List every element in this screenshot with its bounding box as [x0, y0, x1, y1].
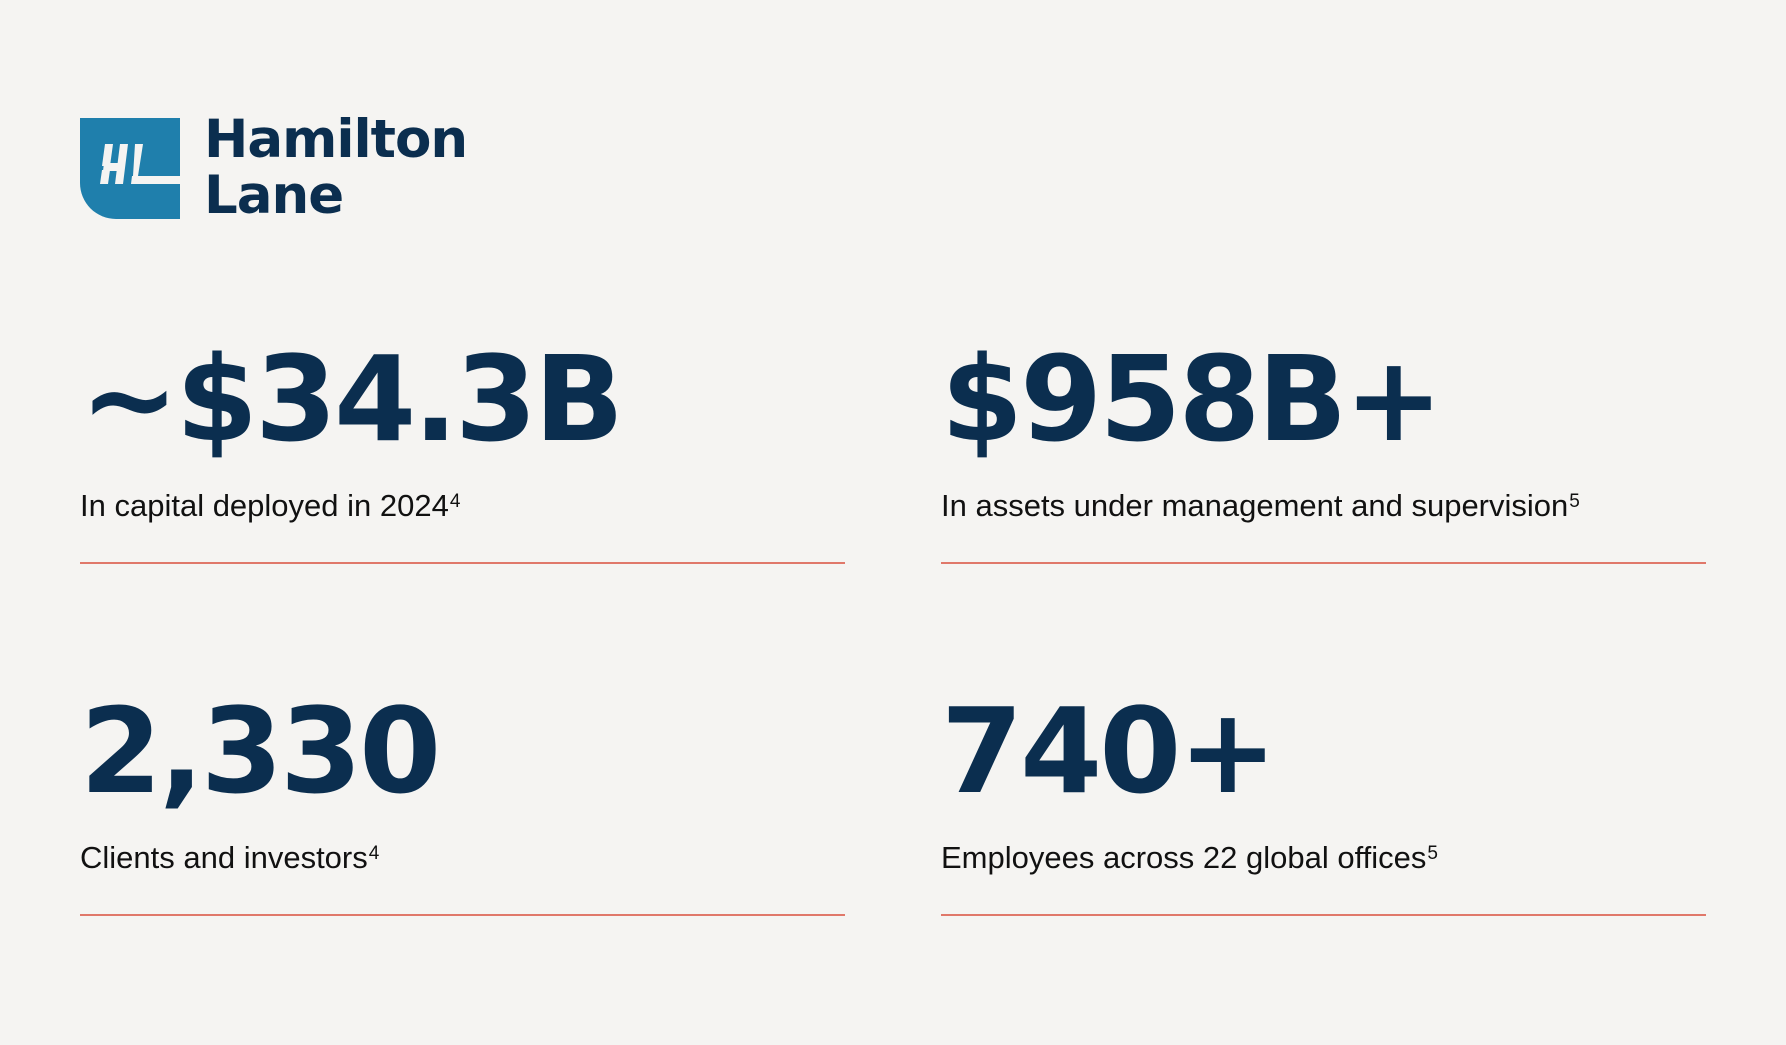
stat-label-text: In capital deployed in 2024	[80, 488, 449, 523]
stat-assets-under-management: $958B+ In assets under management and su…	[941, 334, 1706, 564]
stat-value: ~$34.3B	[80, 330, 624, 468]
footnote-marker: 5	[1427, 843, 1438, 864]
footnote-marker: 4	[368, 843, 380, 864]
stat-employees: 740+ Employees across 22 global offices5	[941, 686, 1706, 916]
logo-wordmark-line1: Hamilton	[204, 109, 468, 170]
stat-value: 2,330	[80, 682, 441, 820]
divider-line	[941, 914, 1706, 916]
stat-label-text: Employees across 22 global offices	[941, 840, 1427, 875]
hamilton-lane-logo: Hamilton Lane	[80, 112, 468, 224]
stat-label-text: Clients and investors	[80, 840, 368, 875]
stat-value: $958B+	[941, 330, 1443, 468]
stat-capital-deployed: ~$34.3B In capital deployed in 20244	[80, 334, 845, 564]
stat-label: In capital deployed in 20244	[80, 486, 845, 526]
stat-label: In assets under management and supervisi…	[941, 486, 1706, 526]
stat-label-text: In assets under management and supervisi…	[941, 488, 1569, 523]
stat-label: Clients and investors4	[80, 838, 845, 878]
stat-value: 740+	[941, 682, 1277, 820]
divider-line	[80, 914, 845, 916]
hl-logo-mark-icon	[80, 118, 180, 219]
stat-label: Employees across 22 global offices5	[941, 838, 1706, 878]
divider-line	[80, 562, 845, 564]
footnote-marker: 5	[1569, 491, 1580, 512]
divider-line	[941, 562, 1706, 564]
logo-wordmark: Hamilton Lane	[204, 109, 468, 226]
stat-clients-investors: 2,330 Clients and investors4	[80, 686, 845, 916]
footnote-marker: 4	[449, 491, 461, 512]
logo-wordmark-line2: Lane	[204, 165, 344, 226]
